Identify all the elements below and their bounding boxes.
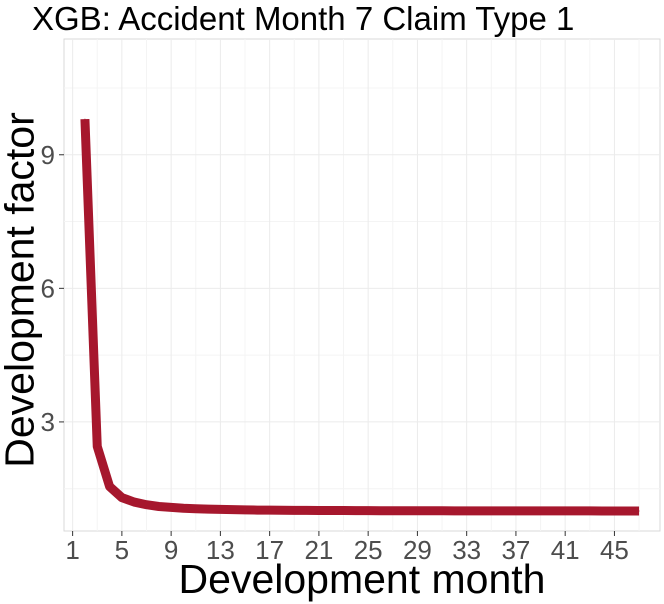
data-point bbox=[404, 510, 406, 512]
y-tick-label: 6 bbox=[41, 273, 55, 303]
data-point bbox=[441, 510, 443, 512]
data-point bbox=[576, 510, 578, 512]
series-layer bbox=[80, 118, 640, 516]
data-point bbox=[478, 510, 480, 512]
data-point bbox=[330, 510, 332, 512]
data-point bbox=[540, 510, 542, 512]
x-tick-label: 41 bbox=[551, 535, 580, 565]
data-point bbox=[293, 509, 295, 511]
data-point bbox=[158, 506, 160, 508]
data-point bbox=[232, 509, 234, 511]
panel-border bbox=[63, 38, 661, 532]
x-tick-label: 5 bbox=[115, 535, 129, 565]
data-point bbox=[589, 510, 591, 512]
data-point bbox=[133, 501, 135, 503]
data-point bbox=[182, 507, 184, 509]
data-point bbox=[109, 485, 111, 487]
data-point bbox=[564, 510, 566, 512]
data-point bbox=[638, 510, 640, 512]
data-point bbox=[429, 510, 431, 512]
data-point bbox=[146, 504, 148, 506]
x-tick-label: 17 bbox=[255, 535, 284, 565]
x-tick-label: 1 bbox=[65, 535, 79, 565]
x-tick-label: 9 bbox=[164, 535, 178, 565]
data-point bbox=[219, 508, 221, 510]
data-point bbox=[626, 510, 628, 512]
data-point bbox=[503, 510, 505, 512]
x-tick-label: 21 bbox=[304, 535, 333, 565]
data-point bbox=[392, 510, 394, 512]
data-point bbox=[453, 510, 455, 512]
x-tick-label: 45 bbox=[600, 535, 629, 565]
series-line bbox=[80, 118, 640, 516]
ticks: 1 5 9 13 17 21 25 29 33 37 41 45 3 6 9 bbox=[41, 140, 629, 565]
grid bbox=[64, 39, 660, 531]
x-tick-label: 13 bbox=[206, 535, 235, 565]
x-axis-label: Development month bbox=[178, 556, 546, 602]
data-point bbox=[355, 510, 357, 512]
chart-title: XGB: Accident Month 7 Claim Type 1 bbox=[32, 0, 575, 37]
data-point bbox=[84, 118, 86, 120]
data-point bbox=[527, 510, 529, 512]
data-point bbox=[466, 510, 468, 512]
data-point bbox=[515, 510, 517, 512]
data-point bbox=[306, 509, 308, 511]
data-point bbox=[195, 508, 197, 510]
data-point bbox=[343, 510, 345, 512]
data-point bbox=[269, 509, 271, 511]
data-point bbox=[207, 508, 209, 510]
data-point bbox=[281, 509, 283, 511]
data-point bbox=[244, 509, 246, 511]
y-tick-label: 3 bbox=[41, 407, 55, 437]
data-point bbox=[490, 510, 492, 512]
data-point bbox=[379, 510, 381, 512]
data-point bbox=[367, 510, 369, 512]
data-point bbox=[121, 497, 123, 499]
data-point bbox=[96, 445, 98, 447]
data-point bbox=[170, 506, 172, 508]
data-point bbox=[613, 510, 615, 512]
x-tick-label: 25 bbox=[354, 535, 383, 565]
y-axis-label: Development factor bbox=[0, 112, 43, 468]
data-point bbox=[318, 510, 320, 512]
x-tick-label: 37 bbox=[501, 535, 530, 565]
y-tick-label: 9 bbox=[41, 140, 55, 170]
x-tick-label: 29 bbox=[403, 535, 432, 565]
data-point bbox=[552, 510, 554, 512]
data-point bbox=[416, 510, 418, 512]
x-tick-label: 33 bbox=[452, 535, 481, 565]
data-point bbox=[601, 510, 603, 512]
data-point bbox=[256, 509, 258, 511]
